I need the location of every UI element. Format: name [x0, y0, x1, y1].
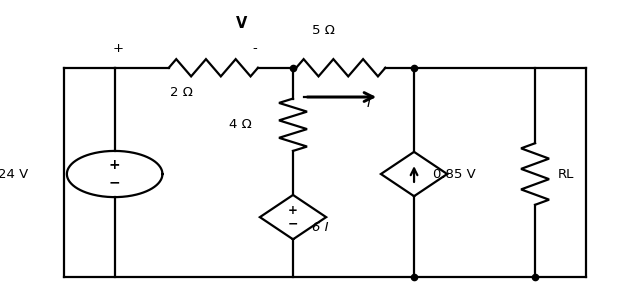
Text: −: −	[109, 176, 120, 190]
Text: +: +	[109, 158, 120, 172]
Text: I: I	[366, 97, 370, 110]
Text: RL: RL	[557, 168, 574, 180]
Text: V: V	[236, 16, 248, 31]
Text: 24 V: 24 V	[0, 168, 29, 180]
Text: +: +	[288, 204, 298, 217]
Text: -: -	[252, 43, 257, 55]
Text: 5 Ω: 5 Ω	[312, 24, 335, 37]
Text: 4 Ω: 4 Ω	[229, 118, 252, 131]
Text: 2 Ω: 2 Ω	[170, 86, 193, 99]
Text: +: +	[112, 43, 124, 55]
Text: −: −	[288, 217, 298, 230]
Text: 0.85 V: 0.85 V	[433, 168, 476, 180]
Text: 6 I: 6 I	[312, 221, 329, 234]
